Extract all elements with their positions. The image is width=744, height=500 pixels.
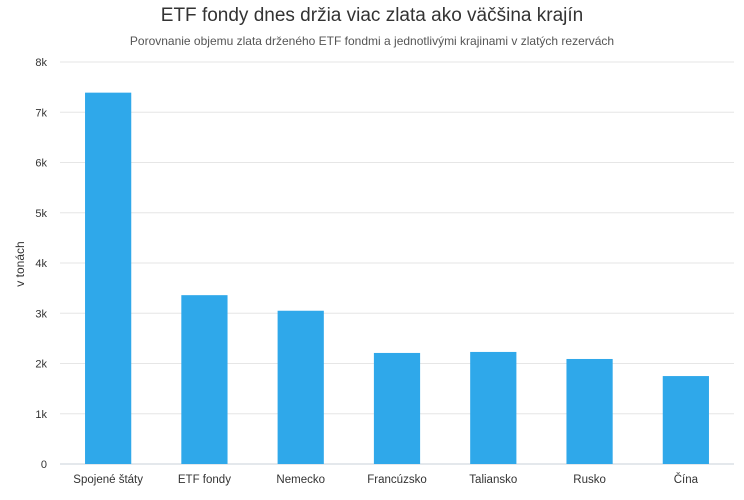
bar[interactable] <box>566 358 613 464</box>
x-tick-label: Čína <box>674 473 699 486</box>
bars <box>85 92 709 464</box>
bar[interactable] <box>470 351 517 464</box>
y-tick-label: 5k <box>35 208 47 220</box>
y-tick-label: 6k <box>35 158 47 170</box>
y-axis-title: v tonách <box>13 241 27 286</box>
y-tick-label: 0 <box>41 459 47 471</box>
y-tick-label: 2k <box>35 359 47 371</box>
x-tick-label: Francúzsko <box>367 474 426 486</box>
y-axis-ticks: 0 1k 2k 3k 4k 5k 6k 7k 8k <box>35 57 47 471</box>
grid-lines <box>60 61 734 465</box>
x-tick-label: Spojené štáty <box>73 474 143 486</box>
y-tick-label: 7k <box>35 107 47 119</box>
bar[interactable] <box>277 310 324 464</box>
x-tick-label: Taliansko <box>469 474 517 486</box>
y-tick-label: 8k <box>35 57 47 69</box>
x-tick-label: Nemecko <box>276 474 325 486</box>
y-tick-label: 4k <box>35 258 47 270</box>
chart-title: ETF fondy dnes držia viac zlata ako väčš… <box>160 5 584 26</box>
chart-subtitle: Porovnanie objemu zlata drženého ETF fon… <box>129 34 615 48</box>
bar[interactable] <box>181 295 228 464</box>
y-tick-label: 3k <box>35 308 47 320</box>
y-tick-label: 1k <box>35 409 47 421</box>
x-axis-ticks: Spojené štáty ETF fondy Nemecko Francúzsko T… <box>73 473 698 486</box>
bar[interactable] <box>373 352 421 464</box>
x-tick-label: Rusko <box>573 474 606 486</box>
x-tick-label: ETF fondy <box>178 474 231 486</box>
bar[interactable] <box>85 92 132 464</box>
bar[interactable] <box>662 376 709 464</box>
